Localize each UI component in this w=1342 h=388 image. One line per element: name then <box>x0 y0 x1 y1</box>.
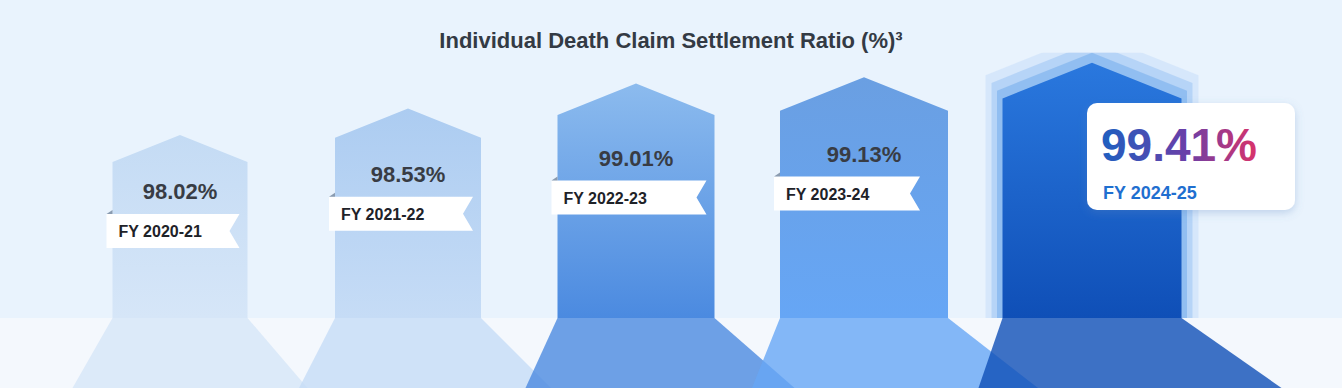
value-label: 98.02% <box>143 179 218 204</box>
ribbon-fold <box>107 210 113 214</box>
chart: Individual Death Claim Settlement Ratio … <box>0 0 1342 388</box>
floor-shadow <box>73 318 308 388</box>
background <box>0 0 1342 388</box>
category-label: FY 2021-22 <box>341 206 424 223</box>
bars <box>113 53 1199 318</box>
value-label: 99.41% <box>1101 119 1257 171</box>
title: Individual Death Claim Settlement Ratio … <box>439 28 902 53</box>
floor <box>0 318 1342 388</box>
ribbon <box>107 214 240 248</box>
floor-shadow <box>299 318 551 388</box>
ribbon-fold <box>552 177 558 181</box>
category-label: FY 2024-25 <box>1103 183 1197 203</box>
labels: 98.02% FY 2020-21 98.53% FY 2021-22 99.01% FY… <box>107 103 1296 248</box>
ribbon-fold <box>329 193 335 197</box>
category-label: FY 2020-21 <box>119 223 202 240</box>
value-label: 98.53% <box>371 162 446 187</box>
category-label: FY 2023-24 <box>786 186 869 203</box>
value-label: 99.13% <box>827 142 902 167</box>
floor-shadow <box>979 318 1282 388</box>
value-label: 99.01% <box>599 146 674 171</box>
ribbon-fold <box>774 173 780 177</box>
ribbon <box>329 197 473 231</box>
ribbon <box>552 181 707 215</box>
value-card <box>1087 103 1295 210</box>
ribbon <box>774 177 920 211</box>
chart-root: Individual Death Claim Settlement Ratio … <box>0 0 1342 388</box>
bar <box>780 77 948 318</box>
category-label: FY 2022-23 <box>564 190 647 207</box>
floor-shadow <box>526 318 795 388</box>
